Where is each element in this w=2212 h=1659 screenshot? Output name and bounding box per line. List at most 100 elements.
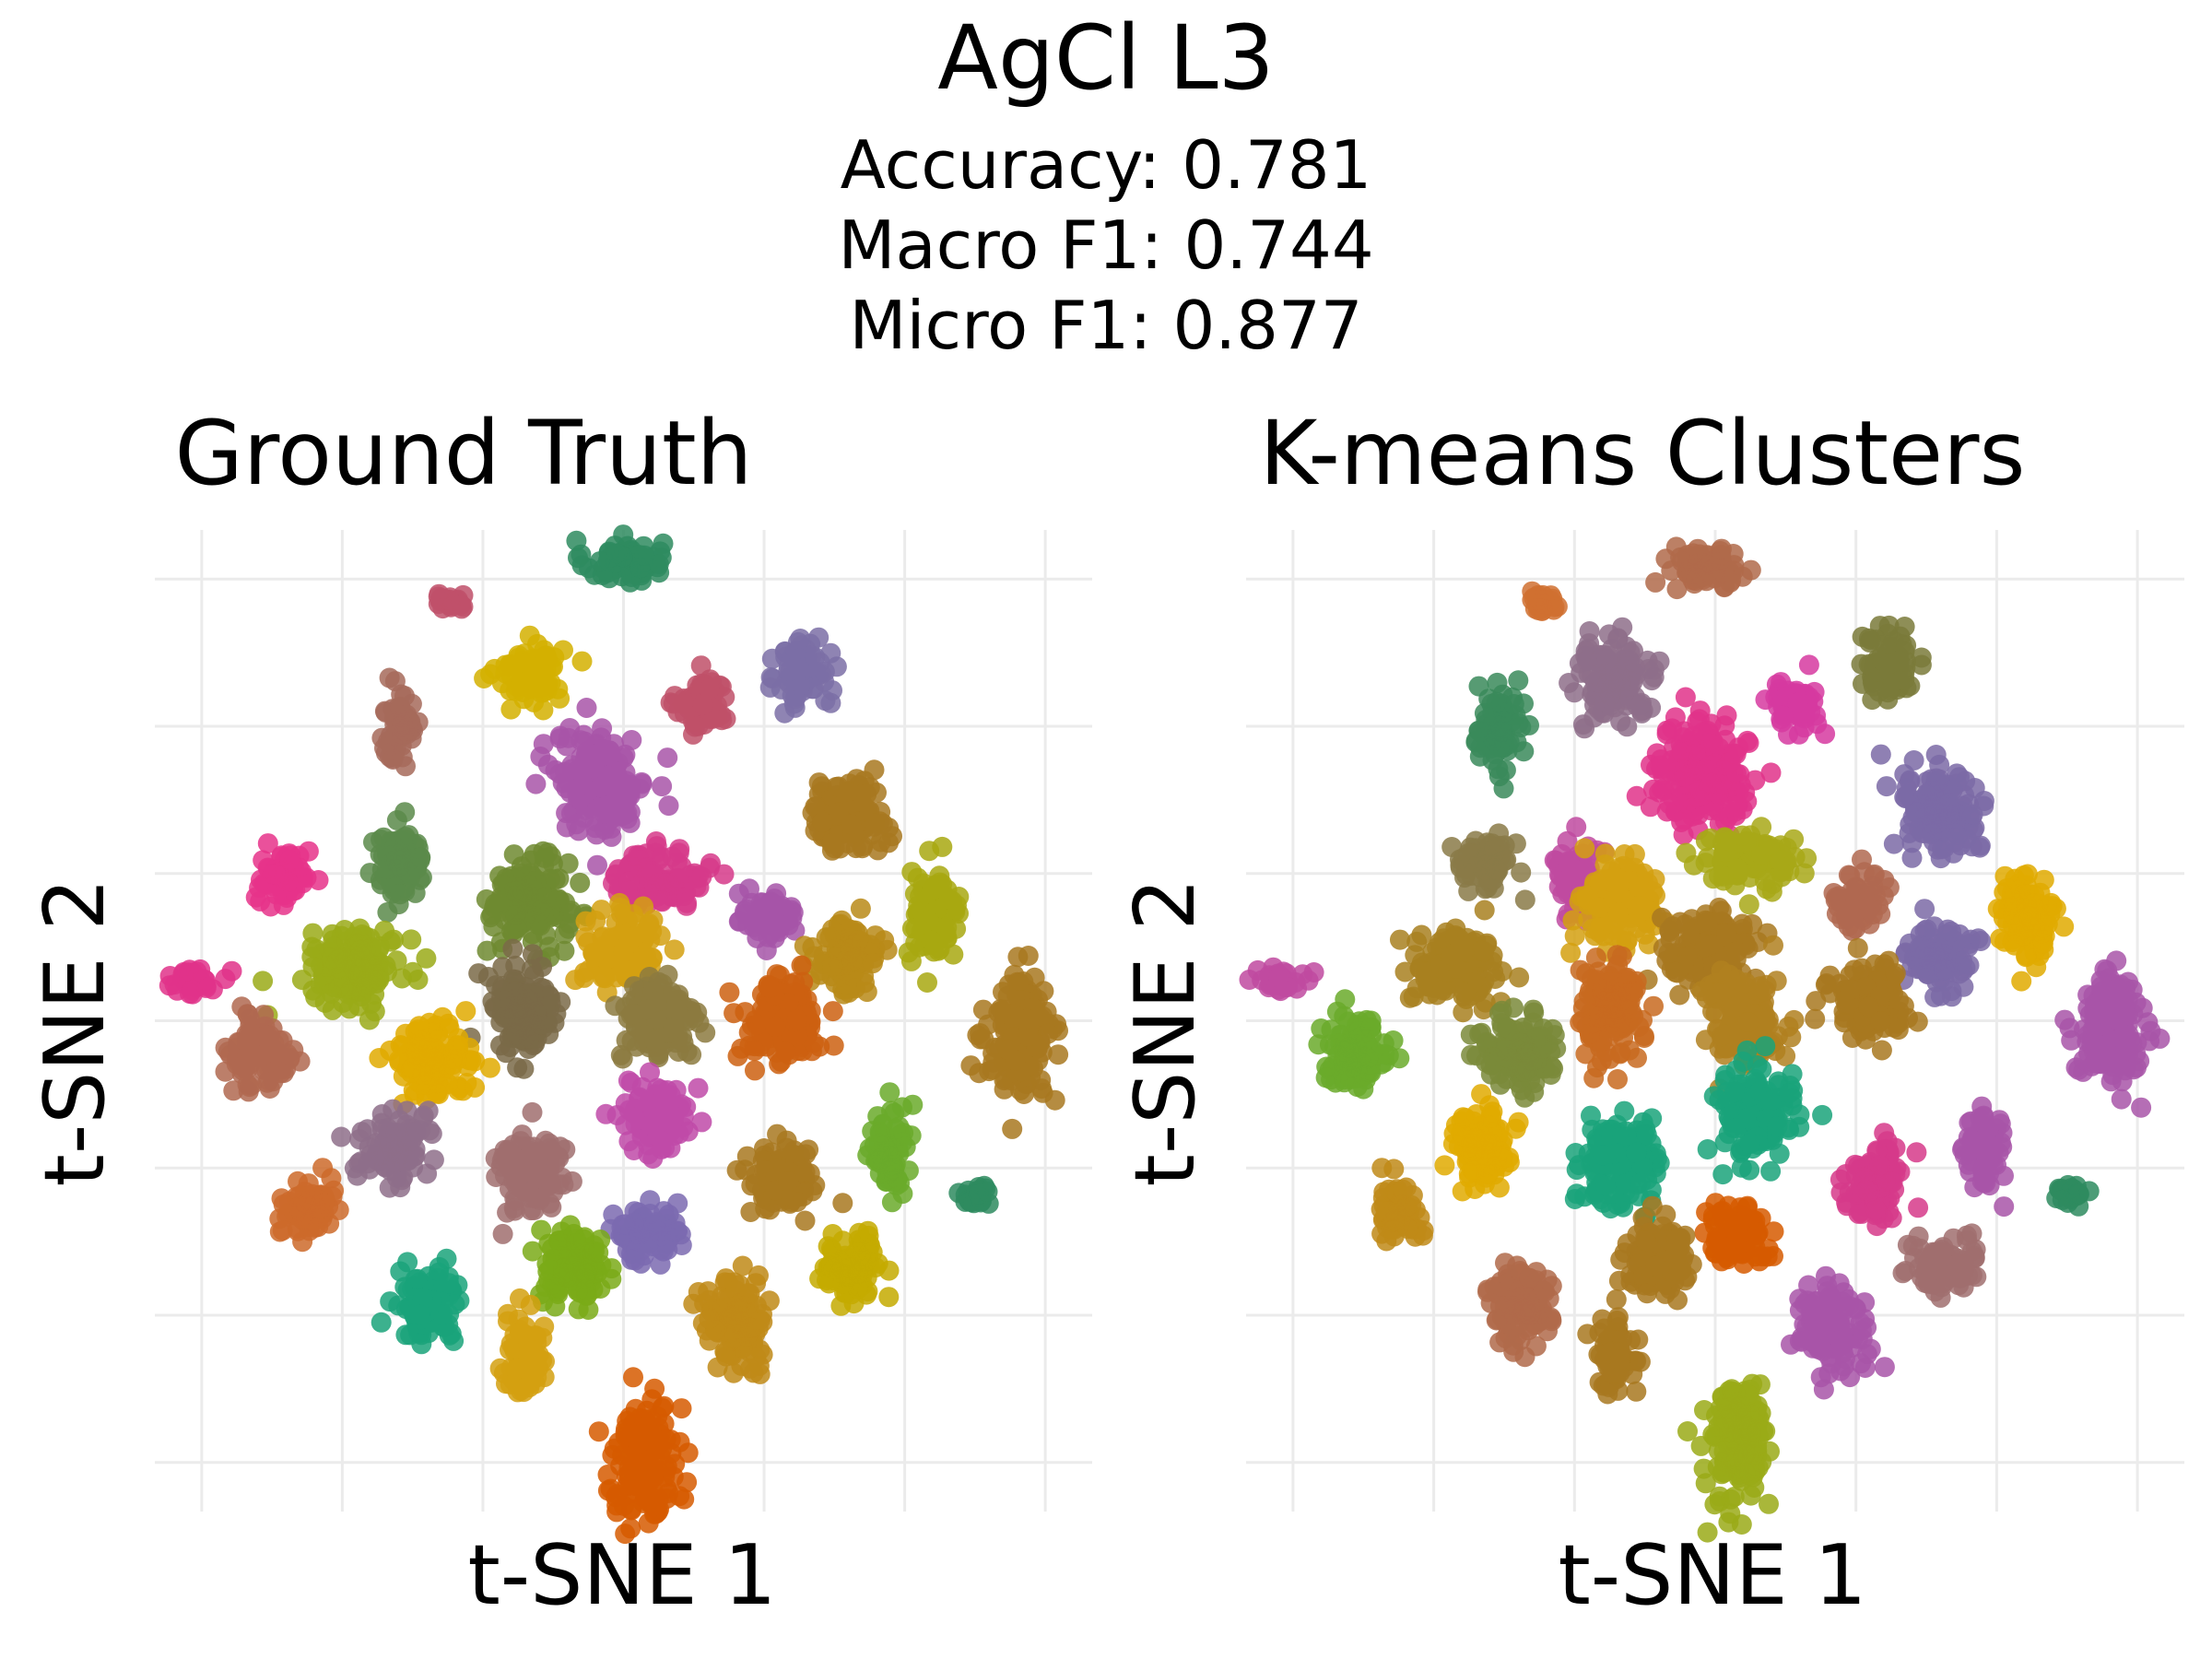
scatter-point — [524, 1373, 546, 1394]
scatter-point — [493, 891, 513, 912]
scatter-point — [549, 763, 571, 784]
scatter-point — [917, 972, 937, 993]
scatter-point — [586, 747, 607, 769]
scatter-point — [1784, 847, 1806, 868]
panel-title: K-means Clusters — [1259, 402, 2025, 505]
scatter-point — [1897, 784, 1918, 805]
scatter-point — [653, 533, 674, 554]
scatter-point — [339, 998, 360, 1019]
scatter-point — [677, 892, 698, 913]
scatter-point — [533, 700, 554, 721]
scatter-point — [615, 744, 636, 765]
cluster-16 — [793, 898, 898, 1005]
scatter-point — [741, 1175, 762, 1196]
scatter-point — [864, 759, 885, 781]
scatter-point — [1674, 767, 1695, 787]
scatter-point — [674, 1488, 695, 1510]
scatter-point — [525, 773, 547, 794]
scatter-point — [541, 846, 561, 867]
scatter-point — [1870, 744, 1891, 765]
scatter-point — [585, 910, 606, 931]
scatter-point — [494, 1007, 515, 1029]
cluster-27 — [857, 1082, 924, 1213]
scatter-point — [477, 940, 498, 961]
scatter-point — [1878, 653, 1900, 675]
scatter-point — [838, 781, 859, 802]
scatter-point — [411, 1334, 432, 1355]
scatter-point — [1574, 838, 1595, 859]
scatter-point — [748, 1355, 770, 1376]
cluster-22 — [215, 996, 311, 1102]
scatter-point — [638, 914, 659, 935]
scatter-point — [231, 996, 253, 1018]
scatter-point — [537, 673, 559, 694]
cluster-23 — [369, 1001, 500, 1114]
scatter-point — [688, 1282, 709, 1302]
scatter-point — [765, 1016, 786, 1037]
scatter-point — [715, 1346, 736, 1367]
scatter-point — [719, 982, 740, 1003]
scatter-point — [668, 868, 689, 889]
scatter-point — [819, 927, 841, 948]
scatter-point — [1508, 670, 1529, 691]
scatter-point — [798, 1139, 819, 1160]
scatter-point — [292, 873, 313, 894]
cluster-9 — [1441, 823, 1535, 911]
scatter-point — [442, 1054, 464, 1076]
scatter-point — [977, 1182, 998, 1202]
scatter-point — [407, 970, 429, 990]
scatter-point — [1709, 865, 1729, 887]
cluster-3 — [660, 655, 736, 745]
cluster-25 — [331, 1099, 444, 1198]
cluster-18 — [460, 938, 571, 1079]
scatter-point — [841, 950, 863, 971]
scatter-point — [558, 853, 579, 874]
scatter-point — [921, 880, 942, 901]
scatter-point — [439, 1273, 459, 1294]
scatter-point — [723, 1305, 744, 1326]
scatter-point — [273, 1194, 294, 1215]
scatter-point — [865, 813, 885, 834]
scatter-point — [601, 1258, 622, 1279]
scatter-point — [382, 1099, 404, 1120]
scatter-point — [522, 944, 543, 965]
macro-f1-metric: Macro F1: 0.744 — [838, 206, 1374, 284]
scatter-point — [576, 698, 597, 718]
scatter-point — [738, 1022, 759, 1043]
scatter-point — [1613, 650, 1634, 670]
scatter-point — [223, 1080, 244, 1101]
scatter-point — [440, 591, 461, 612]
scatter-point — [877, 939, 898, 960]
scatter-point — [805, 647, 826, 667]
scatter-point — [524, 843, 545, 865]
scatter-point — [1671, 812, 1692, 832]
scatter-point — [292, 1231, 313, 1253]
scatter-point — [712, 710, 733, 731]
scatter-point — [1018, 946, 1039, 966]
scatter-point — [394, 720, 416, 741]
scatter-point — [590, 551, 610, 572]
scatter-point — [506, 918, 527, 939]
scatter-point — [862, 953, 883, 974]
scatter-point — [510, 1288, 530, 1309]
scatter-point — [595, 1103, 617, 1124]
scatter-point — [410, 1120, 430, 1141]
scatter-point — [618, 1131, 640, 1152]
scatter-point — [1726, 795, 1747, 817]
scatter-point — [644, 1378, 665, 1399]
scatter-point — [822, 680, 842, 701]
scatter-point — [629, 1087, 650, 1108]
scatter-point — [416, 947, 437, 969]
scatter-point — [525, 1156, 547, 1177]
scatter-point — [1017, 1008, 1038, 1030]
scatter-point — [517, 653, 538, 674]
scatter-point — [588, 1242, 609, 1263]
scatter-point — [1760, 762, 1782, 783]
scatter-point — [215, 1061, 236, 1082]
scatter-point — [745, 1060, 765, 1081]
scatter-point — [1675, 687, 1696, 708]
scatter-point — [982, 1059, 1003, 1080]
scatter-point — [841, 814, 862, 835]
scatter-point — [621, 1249, 642, 1270]
